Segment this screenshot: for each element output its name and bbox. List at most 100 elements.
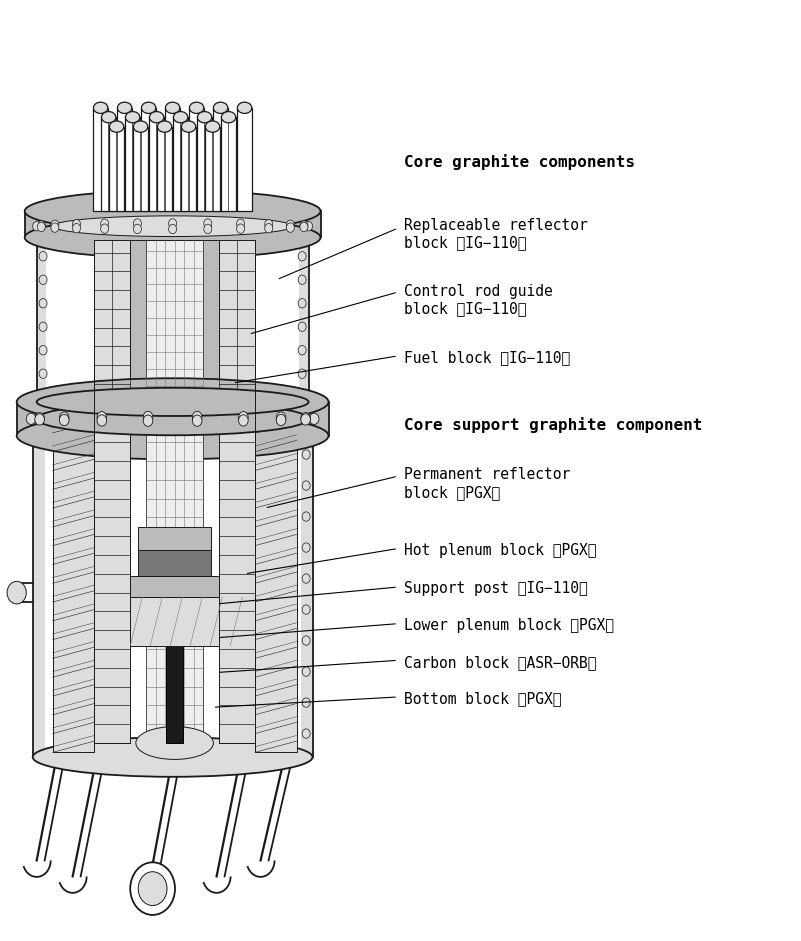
Ellipse shape [53, 215, 292, 236]
Circle shape [298, 369, 306, 378]
Bar [221, 118, 235, 211]
Circle shape [302, 574, 310, 583]
Circle shape [298, 322, 306, 331]
Circle shape [73, 224, 80, 232]
Ellipse shape [37, 388, 308, 416]
Circle shape [34, 412, 44, 423]
Ellipse shape [158, 121, 171, 133]
Text: Lower plenum block （PGX）: Lower plenum block （PGX） [405, 618, 614, 633]
Ellipse shape [237, 103, 252, 114]
Bar [102, 118, 116, 211]
Circle shape [302, 605, 310, 614]
Circle shape [101, 219, 109, 229]
Circle shape [26, 413, 36, 424]
Bar [53, 419, 95, 753]
Circle shape [39, 298, 47, 308]
Bar [17, 402, 328, 436]
Text: Support post （IG−110）: Support post （IG−110） [405, 582, 588, 597]
Bar [213, 108, 227, 211]
Bar [131, 240, 147, 403]
Circle shape [302, 481, 310, 490]
Bar [46, 226, 299, 402]
Bar [219, 419, 255, 743]
Circle shape [139, 871, 167, 905]
Bar [25, 211, 320, 237]
Circle shape [134, 218, 142, 228]
Ellipse shape [118, 103, 132, 114]
Bar [197, 118, 211, 211]
Circle shape [300, 222, 308, 231]
Bar [95, 240, 131, 403]
Ellipse shape [221, 112, 235, 123]
Bar [142, 108, 156, 211]
Circle shape [302, 698, 310, 708]
Bar [173, 118, 187, 211]
Ellipse shape [189, 103, 203, 114]
Circle shape [169, 224, 176, 233]
Circle shape [300, 221, 308, 231]
Ellipse shape [25, 190, 320, 232]
Ellipse shape [17, 412, 328, 459]
Text: Fuel block （IG−110）: Fuel block （IG−110） [405, 350, 571, 365]
Circle shape [38, 222, 46, 231]
Ellipse shape [197, 112, 211, 123]
Circle shape [143, 411, 153, 423]
Circle shape [265, 219, 272, 229]
Circle shape [38, 221, 46, 231]
Ellipse shape [102, 112, 116, 123]
Bar [131, 598, 219, 646]
Text: Permanent reflector
block （PGX）: Permanent reflector block （PGX） [405, 468, 571, 500]
Circle shape [301, 414, 311, 425]
Ellipse shape [150, 112, 164, 123]
Ellipse shape [213, 103, 227, 114]
Bar [131, 577, 219, 598]
Circle shape [59, 414, 69, 425]
Circle shape [73, 219, 80, 229]
Ellipse shape [37, 403, 308, 436]
Circle shape [39, 369, 47, 378]
Bar [134, 127, 148, 211]
Bar [219, 240, 255, 403]
Circle shape [302, 543, 310, 552]
Ellipse shape [134, 121, 148, 133]
Ellipse shape [142, 103, 156, 114]
Bar [189, 108, 203, 211]
Bar [139, 550, 211, 577]
Ellipse shape [173, 112, 187, 123]
Circle shape [143, 415, 153, 426]
Circle shape [192, 411, 202, 423]
Ellipse shape [166, 103, 179, 114]
Bar [33, 414, 312, 758]
Text: Core graphite components: Core graphite components [405, 154, 635, 170]
Bar [147, 240, 203, 403]
Circle shape [134, 224, 142, 233]
Ellipse shape [126, 112, 140, 123]
Text: Core support graphite component: Core support graphite component [405, 418, 702, 434]
Ellipse shape [181, 121, 195, 133]
Circle shape [301, 412, 311, 423]
Text: Control rod guide
block （IG−110）: Control rod guide block （IG−110） [405, 284, 553, 316]
Bar [118, 108, 132, 211]
Circle shape [236, 219, 244, 229]
Circle shape [302, 729, 310, 739]
Bar [95, 419, 131, 743]
Circle shape [298, 275, 306, 284]
Circle shape [276, 414, 286, 425]
Bar [150, 118, 164, 211]
Circle shape [97, 411, 107, 423]
Circle shape [39, 322, 47, 331]
Circle shape [192, 415, 202, 426]
Circle shape [203, 218, 211, 228]
Text: Carbon block （ASR−ORB）: Carbon block （ASR−ORB） [405, 655, 597, 670]
Ellipse shape [17, 378, 328, 425]
Circle shape [59, 412, 69, 423]
Bar [203, 240, 219, 403]
Bar [37, 226, 308, 402]
Circle shape [51, 223, 59, 232]
Circle shape [131, 862, 175, 915]
Circle shape [302, 450, 310, 459]
Circle shape [302, 636, 310, 646]
Circle shape [304, 221, 312, 231]
Bar [139, 527, 211, 550]
Circle shape [7, 582, 26, 604]
